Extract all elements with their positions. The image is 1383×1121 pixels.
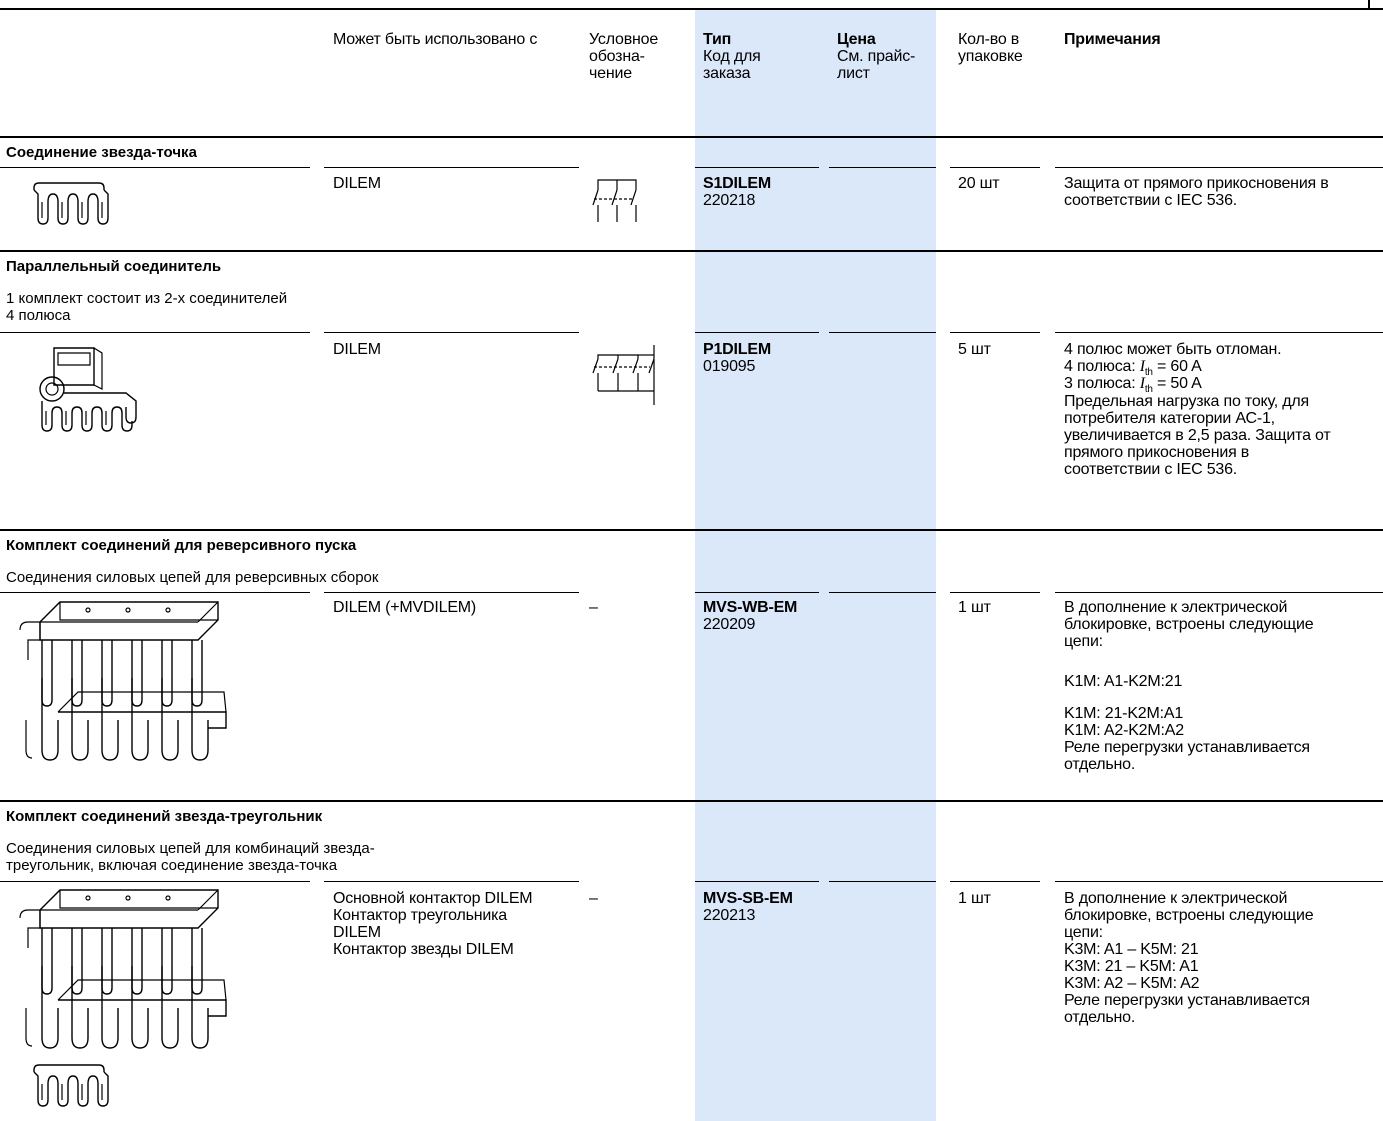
section-1-subrule-e <box>950 167 1040 168</box>
section-3-qty: 1 шт <box>958 599 991 616</box>
parallel-link-image <box>36 345 146 435</box>
section-1-qty: 20 шт <box>958 175 999 192</box>
header-quantity: Кол-во в упаковке <box>958 31 1023 65</box>
reversing-link-kit-image <box>18 600 230 765</box>
section-1-subrule-f <box>1055 167 1383 168</box>
section-1-subrule-c <box>695 167 819 168</box>
section-1-notes: Защита от прямого прикосновения в соотве… <box>1064 175 1329 209</box>
section-1-subrule-d <box>829 167 936 168</box>
section-4-used-with: Основной контактор DILEM Контактор треуг… <box>333 890 532 958</box>
section-4-subrule-d <box>829 881 936 882</box>
parallel-link-symbol-icon <box>590 343 662 411</box>
section-1-code: 220218 <box>703 192 755 209</box>
section-2-subrule-f <box>1055 332 1383 333</box>
section-2-rule <box>0 250 1383 252</box>
section-1-used-with: DILEM <box>333 175 381 192</box>
section-3-type: MVS-WB-EM <box>703 599 797 616</box>
section-4-symbol: – <box>589 890 598 907</box>
header-type: Тип <box>703 31 731 48</box>
section-2-notes-line1: 4 полюс может быть отломан. <box>1064 341 1281 358</box>
header-order-code: Код для заказа <box>703 48 761 82</box>
star-delta-link-kit-image <box>18 888 230 1053</box>
section-2-notes-rest: Предельная нагрузка по току, для потреби… <box>1064 393 1331 478</box>
section-3-notes-a: В дополнение к электрической блокировке,… <box>1064 599 1313 650</box>
top-tick <box>1368 0 1370 9</box>
section-2-qty: 5 шт <box>958 341 991 358</box>
section-3-symbol: – <box>589 599 598 616</box>
star-point-symbol-icon <box>590 178 646 230</box>
section-4-qty: 1 шт <box>958 890 991 907</box>
section-3-subrule-d <box>829 592 936 593</box>
section-3-subtitle: Соединения силовых цепей для реверсивных… <box>6 569 378 586</box>
section-2-subrule-d <box>829 332 936 333</box>
section-4-subrule-c <box>695 881 819 882</box>
section-1-rule <box>0 136 1383 138</box>
header-price-note: См. прайс- лист <box>837 48 915 82</box>
section-1-subrule-a <box>0 167 310 168</box>
section-4-title: Комплект соединений звезда-треугольник <box>6 808 322 825</box>
section-2-type: P1DILEM <box>703 341 771 358</box>
section-1-subrule-b <box>324 167 579 168</box>
section-2-title: Параллельный соединитель <box>6 258 221 275</box>
section-3-subrule-b <box>324 592 579 593</box>
section-3-subrule-c <box>695 592 819 593</box>
star-point-bridge-small-image <box>32 1062 112 1117</box>
section-4-subrule-e <box>950 881 1040 882</box>
top-rule <box>0 8 1383 10</box>
section-4-rule <box>0 800 1383 802</box>
section-4-subrule-b <box>324 881 579 882</box>
section-2-used-with: DILEM <box>333 341 381 358</box>
header-symbol: Условное обозна- чение <box>589 31 658 82</box>
section-3-rule <box>0 529 1383 531</box>
section-2-subrule-e <box>950 332 1040 333</box>
section-3-notes-c: K1M: 21-K2M:A1 K1M: A2-K2M:A2 Реле перег… <box>1064 705 1310 773</box>
section-2-subrule-b <box>324 332 579 333</box>
section-1-title: Соединение звезда-точка <box>6 144 197 161</box>
section-2-subrule-c <box>695 332 819 333</box>
section-4-notes: В дополнение к электрической блокировке,… <box>1064 890 1313 1026</box>
section-3-used-with: DILEM (+MVDILEM) <box>333 599 476 616</box>
section-4-type: MVS-SB-EM <box>703 890 793 907</box>
section-3-notes-b: K1M: A1-K2M:21 <box>1064 673 1182 690</box>
section-3-title: Комплект соединений для реверсивного пус… <box>6 537 356 554</box>
section-1-type: S1DILEM <box>703 175 771 192</box>
section-4-subrule-a <box>0 881 310 882</box>
section-2-code: 019095 <box>703 358 755 375</box>
header-used-with: Может быть использовано с <box>333 31 537 48</box>
section-3-subrule-e <box>950 592 1040 593</box>
header-notes: Примечания <box>1064 31 1160 48</box>
section-3-code: 220209 <box>703 616 755 633</box>
section-4-subtitle: Соединения силовых цепей для комбинаций … <box>6 840 375 874</box>
section-2-subtitle: 1 комплект состоит из 2-х соединителей 4… <box>6 290 287 324</box>
section-3-subrule-a <box>0 592 310 593</box>
section-4-code: 220213 <box>703 907 755 924</box>
star-point-bridge-image <box>32 180 112 235</box>
section-3-subrule-f <box>1055 592 1383 593</box>
section-4-subrule-f <box>1055 881 1383 882</box>
header-price: Цена <box>837 31 876 48</box>
section-2-subrule-a <box>0 332 310 333</box>
